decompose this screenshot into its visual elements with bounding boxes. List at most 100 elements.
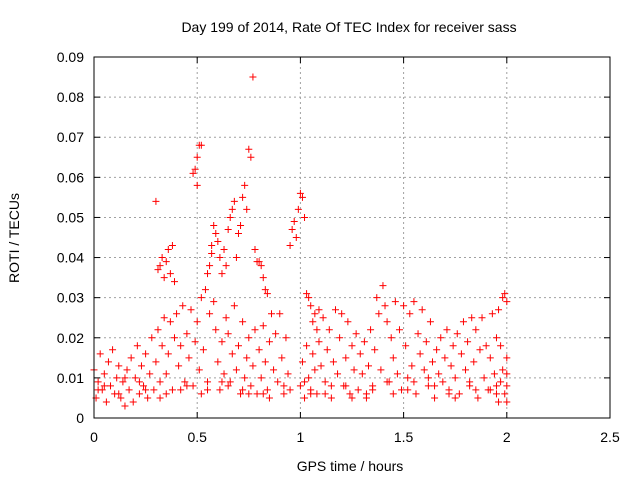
data-point xyxy=(204,270,212,278)
data-point xyxy=(162,370,170,378)
data-point xyxy=(313,326,321,334)
data-point xyxy=(129,398,137,406)
data-point xyxy=(307,302,315,310)
data-point xyxy=(216,386,224,394)
data-point xyxy=(309,350,317,358)
y-tick-label: 0.01 xyxy=(57,370,84,386)
data-point xyxy=(181,378,189,386)
x-tick-label: 0 xyxy=(90,429,98,445)
data-point xyxy=(220,246,228,254)
x-tick-labels: 0 0.5 1 1.5 2 2.5 xyxy=(90,429,620,445)
data-point xyxy=(166,270,174,278)
data-point xyxy=(251,326,259,334)
data-point xyxy=(325,326,333,334)
data-point xyxy=(501,390,509,398)
data-point xyxy=(189,382,197,390)
data-point xyxy=(226,378,234,386)
data-point xyxy=(301,213,309,221)
data-point xyxy=(462,366,470,374)
data-point xyxy=(404,374,412,382)
data-point xyxy=(424,382,432,390)
data-point xyxy=(441,354,449,362)
data-point xyxy=(319,314,327,322)
data-point xyxy=(249,73,257,81)
data-point xyxy=(216,254,224,262)
x-tick-label: 2 xyxy=(503,429,511,445)
data-point xyxy=(358,370,366,378)
data-point xyxy=(503,382,511,390)
data-points xyxy=(90,73,511,410)
data-point xyxy=(164,246,172,254)
data-point xyxy=(323,346,331,354)
data-point xyxy=(224,382,232,390)
data-point xyxy=(490,370,498,378)
data-point xyxy=(168,386,176,394)
data-point xyxy=(313,390,321,398)
data-point xyxy=(338,310,346,318)
data-point xyxy=(352,330,360,338)
data-point xyxy=(449,342,457,350)
data-point xyxy=(280,382,288,390)
data-point xyxy=(428,358,436,366)
x-tick-label: 1 xyxy=(297,429,305,445)
data-point xyxy=(478,314,486,322)
data-point xyxy=(104,358,112,366)
data-point xyxy=(133,342,141,350)
data-point xyxy=(501,290,509,298)
data-point xyxy=(137,362,145,370)
data-point xyxy=(468,314,476,322)
data-point xyxy=(156,262,164,270)
data-point xyxy=(387,334,395,342)
data-point xyxy=(379,282,387,290)
data-point xyxy=(152,197,160,205)
data-point xyxy=(424,374,432,382)
data-point xyxy=(150,386,158,394)
data-point xyxy=(416,350,424,358)
data-point xyxy=(334,370,342,378)
data-point xyxy=(162,258,170,266)
data-point xyxy=(360,338,368,346)
y-axis-label: ROTI / TECUs xyxy=(6,193,22,283)
data-point xyxy=(257,262,265,270)
data-point xyxy=(455,390,463,398)
data-point xyxy=(294,205,302,213)
x-tick-label: 0.5 xyxy=(187,429,207,445)
data-point xyxy=(239,193,247,201)
data-point xyxy=(265,394,273,402)
data-point xyxy=(486,386,494,394)
data-point xyxy=(131,374,139,382)
data-point xyxy=(255,258,263,266)
data-point xyxy=(365,362,373,370)
data-point xyxy=(253,390,261,398)
data-point xyxy=(315,338,323,346)
data-point xyxy=(259,274,267,282)
data-point xyxy=(451,374,459,382)
data-point xyxy=(263,386,271,394)
data-point xyxy=(305,374,313,382)
data-point xyxy=(257,374,265,382)
data-point xyxy=(232,366,240,374)
data-point xyxy=(389,354,397,362)
data-point xyxy=(278,354,286,362)
x-axis-label: GPS time / hours xyxy=(297,458,404,474)
data-point xyxy=(158,342,166,350)
data-point xyxy=(327,382,335,390)
data-point xyxy=(305,294,313,302)
data-point xyxy=(115,362,123,370)
data-point xyxy=(170,278,178,286)
data-point xyxy=(286,386,294,394)
data-point xyxy=(296,189,304,197)
data-point xyxy=(292,234,300,241)
data-point xyxy=(239,386,247,394)
data-point xyxy=(135,378,143,386)
data-point xyxy=(342,354,350,362)
data-point xyxy=(472,326,480,334)
data-point xyxy=(162,390,170,398)
data-point xyxy=(218,270,226,278)
data-point xyxy=(228,205,236,213)
data-point xyxy=(466,378,474,386)
data-point xyxy=(201,286,209,294)
data-point xyxy=(187,306,195,314)
data-point xyxy=(199,346,207,354)
data-point xyxy=(263,290,271,298)
